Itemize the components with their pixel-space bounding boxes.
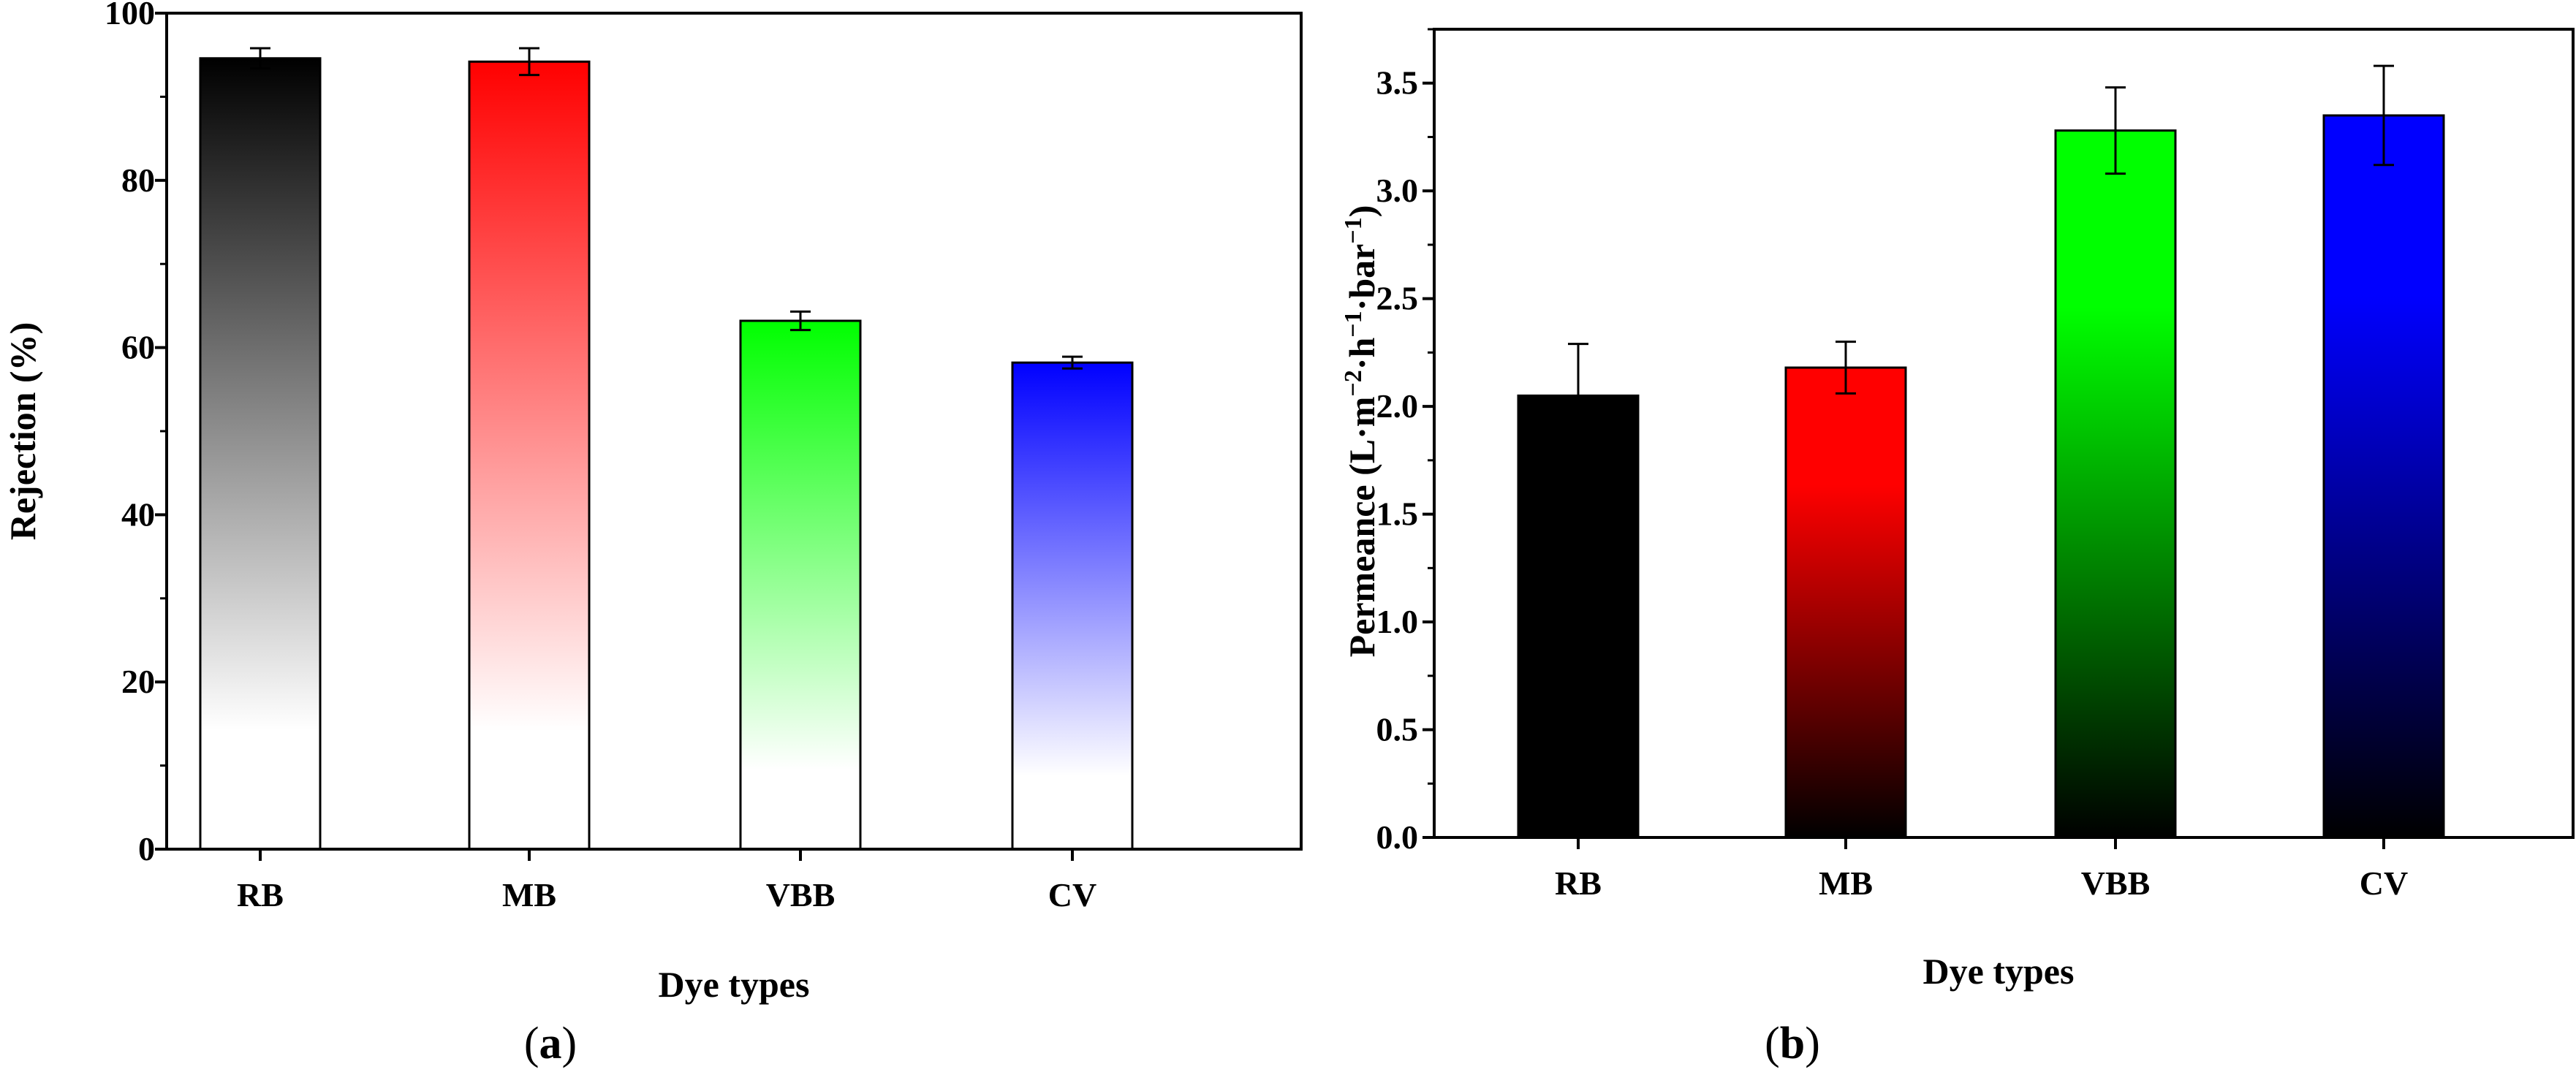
panel-a-axis-ticks: RB MB VBB CV 0 20 40 60 80 100 [105,0,1096,913]
error-bar-mb [519,47,539,77]
y-tick-label: 100 [105,0,155,31]
x-tick-label-cv: CV [2360,864,2408,902]
panel-a-error-bars [250,47,1083,370]
y-tick-label: 0.5 [1376,711,1419,748]
x-tick-label-mb: MB [502,876,556,913]
bar-mb [468,60,591,851]
panel-b-axis-ticks: RB MB VBB CV 0.0 0.5 1.0 1.5 2.0 2.5 3.0 3.5 [1376,28,2408,902]
panel-a-bars [199,57,1134,851]
panel-b-y-axis-title: Permeance (L·m−2·h−1·bar−1) [1340,205,1382,658]
y-tick-label: 80 [121,162,155,199]
error-bar-vbb [2105,86,2126,175]
error-bar-mb [1836,341,1856,395]
y-tick-label: 3.5 [1376,64,1419,102]
error-bar-vbb [790,310,811,332]
y-tick-label: 1.0 [1376,603,1419,640]
panel-a-x-axis-title: Dye types [659,964,810,1005]
bar-cv [1011,361,1134,851]
y-tick-label: 3.0 [1376,172,1419,209]
x-tick-label-rb: RB [237,876,284,913]
bar-vbb [739,319,862,851]
x-tick-label-vbb: VBB [766,876,836,913]
bar-mb [1784,366,1907,839]
panel-a-letter: a [539,1019,562,1068]
y-tick-label: 0.0 [1376,818,1419,856]
y-tick-label: 2.5 [1376,280,1419,317]
error-bar-cv [1062,355,1083,370]
bar-cv [2322,114,2445,839]
bar-vbb [2054,129,2177,839]
x-tick-label-cv: CV [1048,876,1096,913]
y-tick-label: 60 [121,329,155,366]
panel-b-error-bars [1568,64,2394,449]
x-tick-label-mb: MB [1819,864,1873,902]
x-tick-label-rb: RB [1555,864,1602,902]
error-bar-rb [250,47,270,70]
panel-b-plot-frame [1433,28,2575,839]
y-tick-label: 20 [121,663,155,700]
y-tick-label: 2.0 [1376,387,1419,425]
x-tick-label-vbb: VBB [2081,864,2151,902]
error-bar-cv [2374,64,2394,167]
y-tick-label: 0 [138,830,155,867]
panel-a-label: (a) [524,1019,577,1068]
panel-b-label: (b) [1765,1019,1820,1068]
bar-rb [1517,394,1640,839]
panel-b-x-axis-title: Dye types [1923,951,2075,992]
panel-b-letter: b [1780,1019,1805,1068]
panel-b-bars [1517,114,2445,839]
y-tick-label: 40 [121,495,155,533]
panel-a-y-axis-title: Rejection (%) [2,322,43,541]
error-bar-rb [1568,343,1588,449]
panel-b-permeance-chart: RB MB VBB CV 0.0 0.5 1.0 1.5 2.0 2.5 3.0 3.5 Permea… [1340,28,2575,1068]
panel-a-rejection-chart: RB MB VBB CV 0 20 40 60 80 100 Rejection (%) Dye … [2,0,1303,1068]
bar-rb [199,57,322,851]
y-tick-label: 1.5 [1376,495,1419,533]
